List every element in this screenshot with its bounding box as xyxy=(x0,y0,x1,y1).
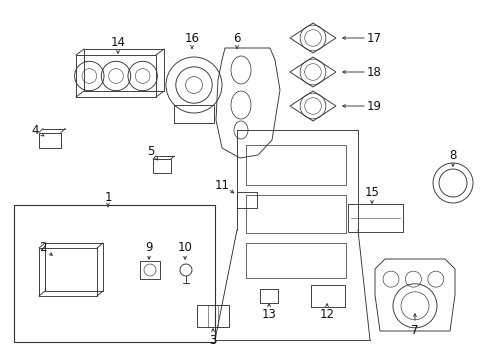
Text: 7: 7 xyxy=(410,324,418,337)
Text: 2: 2 xyxy=(39,240,47,253)
Text: 19: 19 xyxy=(366,99,381,113)
Text: 10: 10 xyxy=(177,240,192,253)
Text: 12: 12 xyxy=(319,309,334,321)
Bar xyxy=(245,195,346,233)
Text: 6: 6 xyxy=(233,32,240,45)
Text: 5: 5 xyxy=(147,144,154,158)
Bar xyxy=(39,248,97,296)
Text: 8: 8 xyxy=(448,149,456,162)
Text: 4: 4 xyxy=(31,123,39,136)
Bar xyxy=(140,261,160,279)
Bar xyxy=(197,305,228,327)
Text: 15: 15 xyxy=(364,185,379,198)
Text: 13: 13 xyxy=(261,309,276,321)
Bar xyxy=(310,285,345,307)
Text: 3: 3 xyxy=(209,333,216,346)
Bar xyxy=(76,55,156,97)
Text: 1: 1 xyxy=(104,190,112,203)
Bar xyxy=(245,145,346,185)
Bar xyxy=(153,159,171,173)
Bar xyxy=(174,105,214,123)
Text: 17: 17 xyxy=(366,32,381,45)
Text: 14: 14 xyxy=(110,36,125,49)
Bar xyxy=(84,49,163,91)
Bar xyxy=(39,132,61,148)
Bar xyxy=(14,205,215,342)
Bar xyxy=(260,289,278,303)
Bar xyxy=(237,192,257,208)
Text: 18: 18 xyxy=(366,66,381,78)
Bar xyxy=(45,243,103,291)
Text: 16: 16 xyxy=(184,32,199,45)
Text: 9: 9 xyxy=(145,240,152,253)
Text: 11: 11 xyxy=(214,179,229,192)
Bar xyxy=(347,204,402,232)
Bar xyxy=(245,243,346,278)
